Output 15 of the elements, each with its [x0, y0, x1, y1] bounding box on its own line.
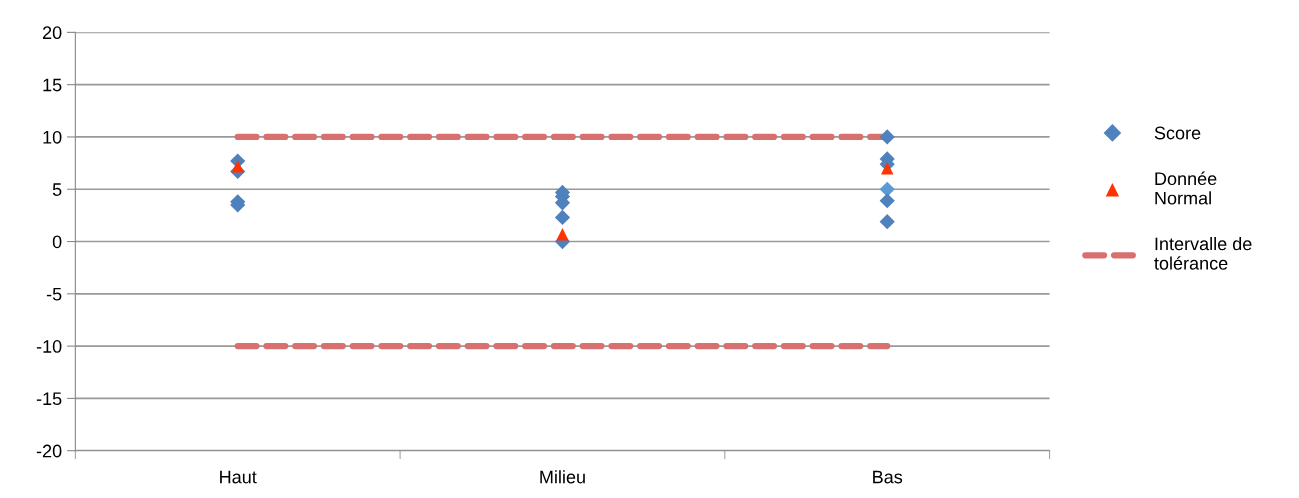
x-tick-label: Haut	[220, 470, 257, 484]
y-tick-label: 10	[43, 130, 62, 144]
legend-label: Score	[1154, 126, 1201, 140]
y-tick-label: 20	[42, 26, 62, 40]
y-tick-label: -20	[36, 444, 62, 458]
y-tick-label: -15	[36, 392, 62, 406]
y-tick-label: 15	[43, 78, 62, 92]
y-tick-label: 5	[52, 183, 62, 196]
y-tick-label: -5	[46, 287, 62, 301]
x-tick-label: Bas	[873, 470, 903, 484]
y-tick-label: -10	[36, 340, 62, 353]
legend-label: Intervalle de tolérance	[1154, 237, 1252, 270]
y-tick-label: 0	[52, 235, 62, 249]
x-tick-label: Milieu	[540, 470, 585, 484]
legend-label: Donnée Normal	[1155, 171, 1217, 205]
